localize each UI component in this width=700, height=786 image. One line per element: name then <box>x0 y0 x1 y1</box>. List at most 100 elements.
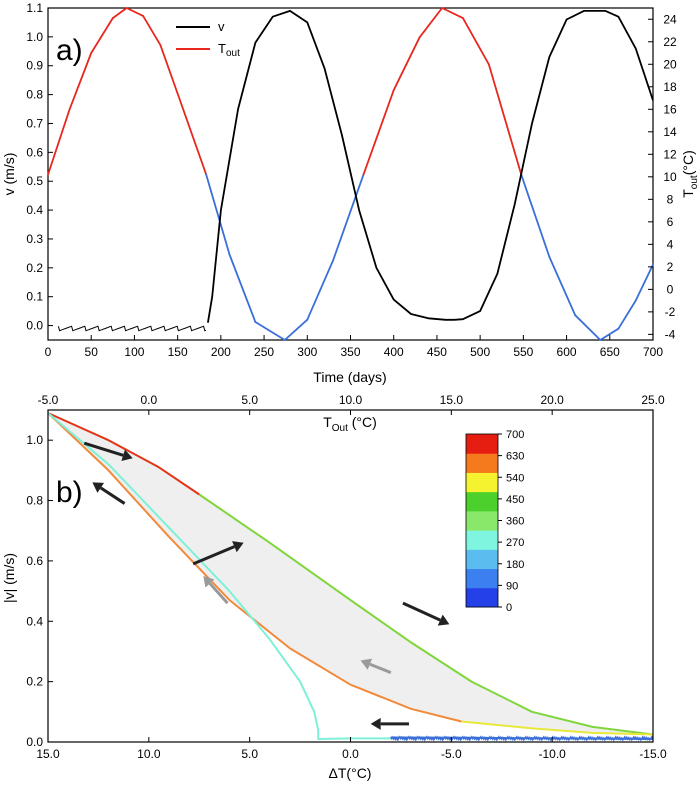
panel-a-x-ticks: 0 50 100 150 200 250 300 350 400 450 500 550 600 650 7… <box>45 335 663 359</box>
x-tick-label: -10.0 <box>538 747 566 761</box>
tout-line-segment <box>283 318 309 341</box>
tout-line-segment <box>520 174 551 258</box>
y-tick-label: 0.6 <box>26 145 43 159</box>
x2-tick-label: 5.0 <box>241 393 258 407</box>
y2-tick-label: 22 <box>663 35 677 49</box>
tout-line-segment <box>47 108 71 176</box>
hysteresis-line-segment <box>198 493 654 736</box>
tout-line-segment <box>68 52 93 111</box>
y2-tick-label: 0 <box>667 282 674 296</box>
colorbar-tick-label: 360 <box>506 516 524 528</box>
direction-arrow <box>360 658 392 674</box>
colorbar-band <box>466 587 498 608</box>
y-tick-label: 0.4 <box>26 203 43 217</box>
x2-tick-label: -5.0 <box>38 393 59 407</box>
x-tick-label: 15.0 <box>36 747 60 761</box>
y-tick-label: 0.0 <box>26 735 43 749</box>
x-tick-label: 600 <box>557 345 577 359</box>
colorbar-tick-label: 540 <box>506 472 524 484</box>
cold-baseline-noise <box>390 735 654 742</box>
y-tick-label: 0.1 <box>26 290 43 304</box>
x-tick-label: 500 <box>470 345 490 359</box>
legend-label-v: v <box>218 19 225 34</box>
hysteresis-line-segment <box>47 412 200 496</box>
y-tick-label: 0.7 <box>26 116 43 130</box>
direction-arrow <box>203 576 229 605</box>
direction-arrow <box>92 482 126 505</box>
direction-arrow <box>192 541 244 566</box>
panel-a-legend: v Tout <box>176 19 240 59</box>
panel-b-x-axis-title: ΔT(°C) <box>329 765 372 781</box>
x2-title-unit: (°C) <box>348 414 377 430</box>
tout-line-segment <box>548 255 577 317</box>
y-tick-label: 0.4 <box>26 614 43 628</box>
colorbar-band <box>466 434 498 454</box>
x-tick-label: 450 <box>427 345 447 359</box>
tout-line-segment <box>418 7 443 39</box>
x-tick-label: 400 <box>384 345 404 359</box>
legend-label-tout-sub: out <box>226 48 240 59</box>
panel-a-y-ticks: 0.0 0.1 0.2 0.3 0.4 0.5 0.6 0.7 0.8 0.9 1.0 1.1 <box>26 1 53 333</box>
tout-line-segment <box>125 7 144 17</box>
panel-a-y2-axis-title: Tout(°C) <box>680 150 700 198</box>
x-tick-label: 350 <box>340 345 360 359</box>
colorbar-tick-label: 180 <box>506 559 524 571</box>
panel-a-label: a) <box>56 34 83 67</box>
panel-b-y-axis-title: |v| (m/s) <box>1 553 17 603</box>
y-tick-label: 1.0 <box>26 433 43 447</box>
colorbar: 0 90 180 270 360 450 540 630 700 <box>465 429 524 614</box>
hysteresis-fill-area <box>48 413 653 735</box>
tout-line-segment <box>362 89 395 176</box>
x-tick-label: 550 <box>513 345 533 359</box>
y2-tick-label: 16 <box>663 102 677 116</box>
colorbar-band <box>466 510 498 531</box>
x2-tick-label: 25.0 <box>641 393 665 407</box>
x-tick-label: 0.0 <box>342 747 359 761</box>
tout-line-segment <box>205 173 231 256</box>
y2-tick-label: 18 <box>663 80 677 94</box>
tout-line-segment <box>176 92 208 176</box>
colorbar-tick-label: 700 <box>506 429 524 441</box>
colorbar-band <box>466 568 498 589</box>
colorbar-band <box>466 453 498 473</box>
x-tick-label: 5.0 <box>241 747 258 761</box>
panel-a: 0 50 100 150 200 250 300 350 400 450 500 550 600 650 7… <box>1 1 700 385</box>
y-tick-label: 0.3 <box>26 232 43 246</box>
x-tick-label: 250 <box>254 345 274 359</box>
y-tick-label: 0.2 <box>26 675 43 689</box>
tout-line-segment <box>392 36 421 92</box>
y-tick-label: 0.9 <box>26 59 43 73</box>
x2-title-sub: Out <box>332 423 348 434</box>
panel-b-x-ticks: 15.0 10.0 5.0 0.0 -5.0 -10.0 -15.0 <box>36 737 667 761</box>
y2-tick-label: 12 <box>663 147 677 161</box>
y-tick-label: 0.2 <box>26 261 43 275</box>
x2-tick-label: 0.0 <box>140 393 157 407</box>
x-tick-label: -5.0 <box>441 747 462 761</box>
panel-b-lines <box>47 412 654 742</box>
direction-arrow <box>402 601 450 626</box>
panel-b-arrows <box>83 441 450 730</box>
x-tick-label: 50 <box>85 345 99 359</box>
y2-tick-label: 20 <box>663 57 677 71</box>
x-tick-label: 300 <box>297 345 317 359</box>
legend-label-tout: Tout <box>218 41 240 59</box>
tout-line-segment <box>254 321 286 341</box>
tout-line-segment <box>487 63 523 177</box>
x2-title-main: T <box>323 414 332 430</box>
panel-b-label: b) <box>56 476 83 509</box>
colorbar-tick-label: 0 <box>506 602 512 614</box>
colorbar-band <box>466 549 498 570</box>
y2-tick-label: 24 <box>663 12 677 26</box>
panel-b-y-ticks: 0.0 0.2 0.4 0.6 0.8 1.0 <box>26 433 53 749</box>
tout-line-segment <box>574 314 602 341</box>
y-tick-label: 0.8 <box>26 494 43 508</box>
colorbar-band <box>466 472 498 493</box>
x-tick-label: 200 <box>211 345 231 359</box>
x-tick-label: 100 <box>124 345 144 359</box>
colorbar-tick-label: 630 <box>506 451 524 463</box>
tout-line-segment <box>599 327 620 341</box>
y2-tick-label: 2 <box>667 260 674 274</box>
